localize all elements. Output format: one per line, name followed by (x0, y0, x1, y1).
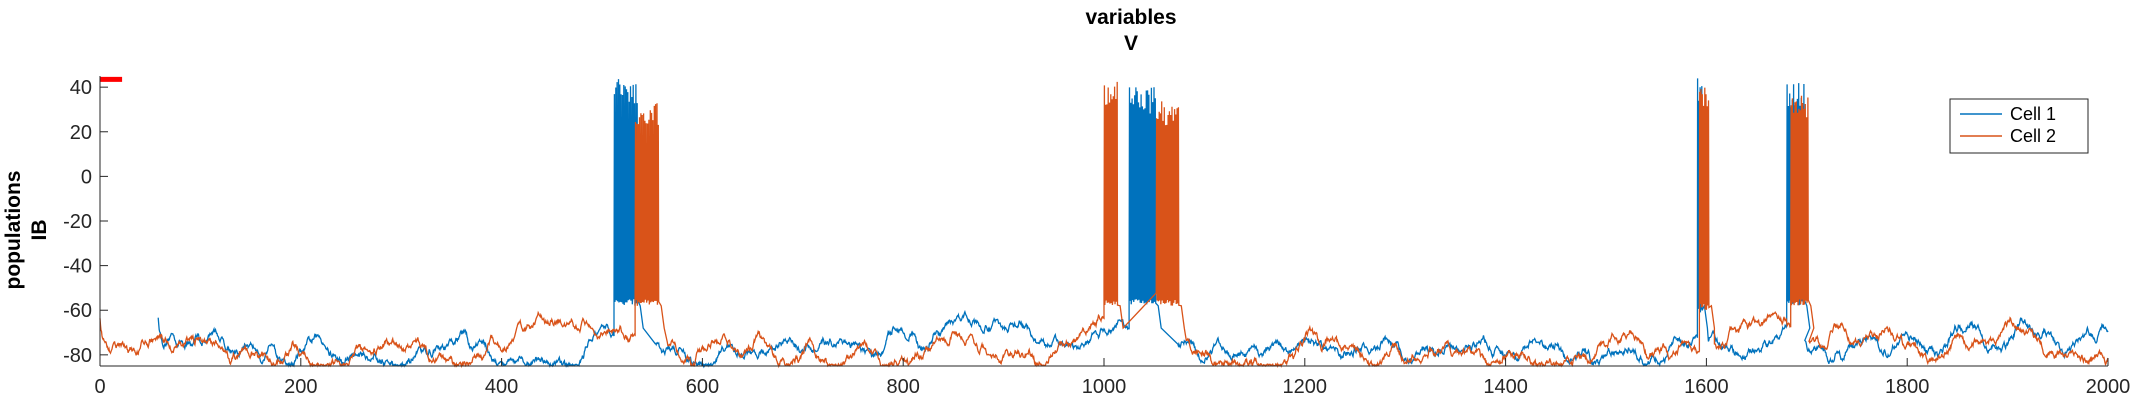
y-tick-label: -80 (63, 345, 92, 367)
chart-title-line-1: variables (1085, 6, 1176, 29)
chart-title-line-2: V (1124, 32, 1138, 55)
x-tick-label: 600 (686, 376, 719, 398)
x-tick-label: 1600 (1684, 376, 1729, 398)
legend-label-cell-1: Cell 1 (2010, 104, 2056, 124)
y-tick-label: 20 (70, 122, 92, 144)
y-tick-label: -20 (63, 211, 92, 233)
series-line-cell-1 (157, 78, 2109, 369)
y-tick-label: 40 (70, 77, 92, 99)
x-tick-label: 1200 (1283, 376, 1328, 398)
axes: 0 200 400 600 800 1000 1200 1400 1600 1800 2000-80… (63, 76, 2130, 398)
y-axis-label-line-1: populations (2, 171, 25, 290)
y-tick-label: -60 (63, 300, 92, 322)
x-tick-label: 1400 (1483, 376, 1528, 398)
x-tick-label: 200 (284, 376, 317, 398)
x-tick-label: 400 (485, 376, 518, 398)
x-tick-label: 0 (94, 376, 105, 398)
plot-area (99, 76, 2109, 369)
legend-box (1949, 98, 2089, 154)
x-tick-label: 2000 (2086, 376, 2131, 398)
y-tick-label: 0 (81, 166, 92, 188)
legend-label-cell-2: Cell 2 (2010, 126, 2056, 146)
x-tick-label: 1800 (1885, 376, 1930, 398)
y-axis-label-line-2: IB (28, 220, 51, 241)
series-line-cell-2 (99, 81, 2109, 369)
y-tick-label: -40 (63, 256, 92, 278)
x-tick-label: 1000 (1082, 376, 1127, 398)
x-tick-label: 800 (887, 376, 920, 398)
